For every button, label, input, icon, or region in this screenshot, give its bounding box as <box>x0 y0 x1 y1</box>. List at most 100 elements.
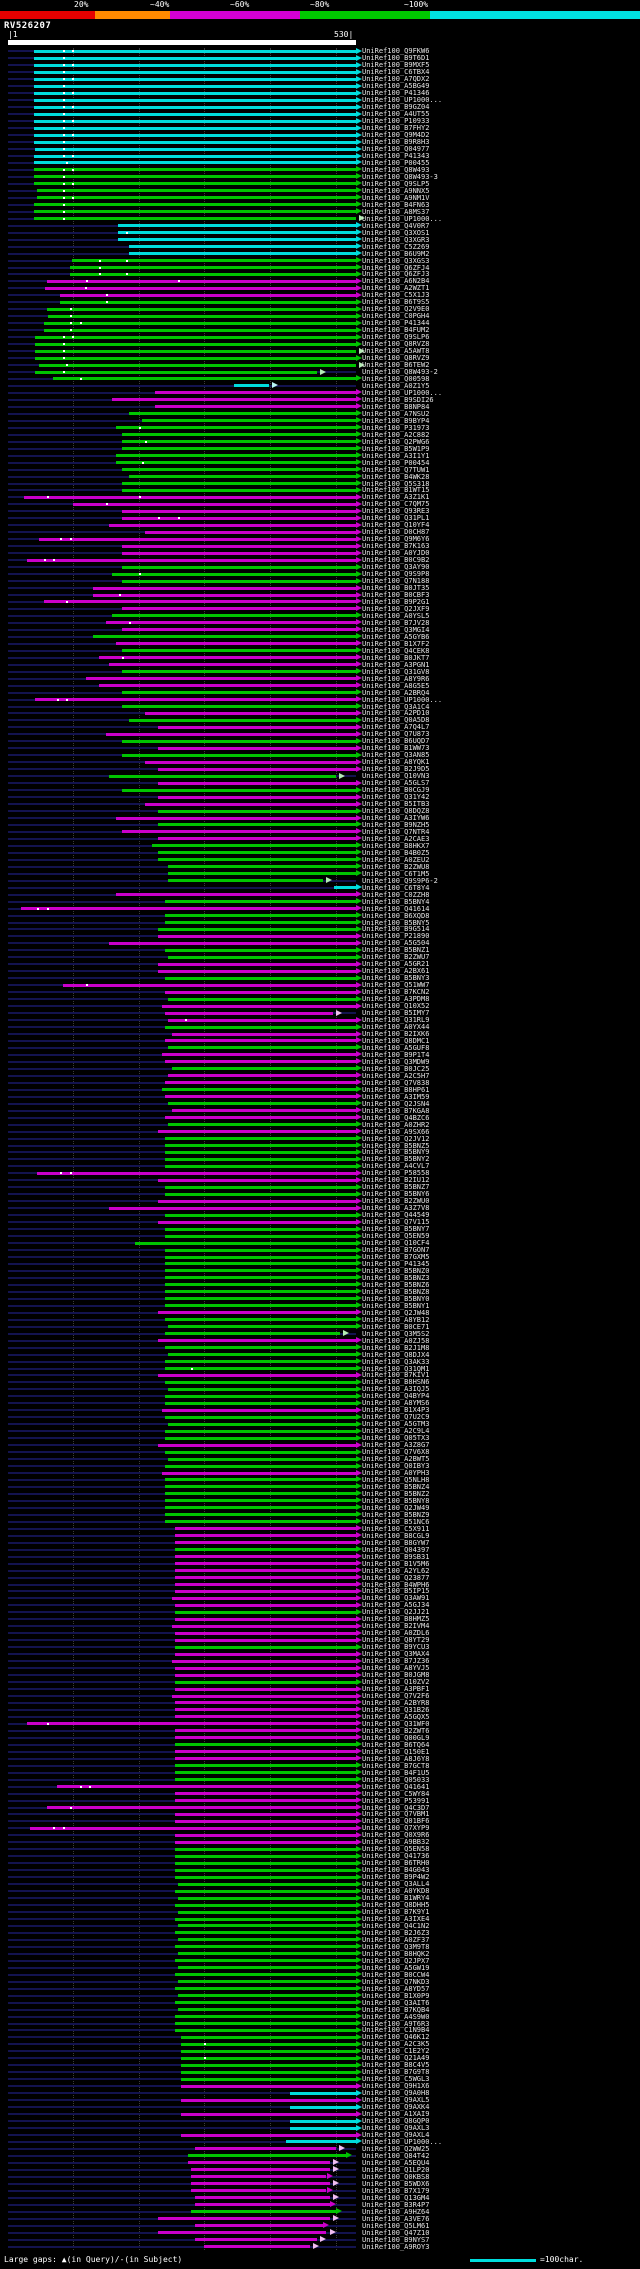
hit-label[interactable]: UniRef100_Q9M6Y6 <box>362 535 430 544</box>
hit-label[interactable]: UniRef100_Q6ZFJ4 <box>362 263 430 272</box>
hit-label[interactable]: UniRef100_Q10CF4 <box>362 1239 430 1248</box>
hit-label[interactable]: UniRef100_A2C882 <box>362 430 430 439</box>
hit-bar[interactable] <box>46 307 356 311</box>
hit-bar[interactable] <box>168 1123 356 1127</box>
hit-label[interactable]: UniRef100_A9BB32 <box>362 1838 430 1847</box>
hit-bar[interactable] <box>194 2147 337 2151</box>
hit-label[interactable]: UniRef100_Q3XGR3 <box>362 235 430 244</box>
hit-label[interactable]: UniRef100_Q3MGI4 <box>362 625 430 634</box>
hit-label[interactable]: UniRef100_Q5LM61 <box>362 2221 430 2230</box>
hit-label[interactable]: UniRef100_B9SB31 <box>362 1552 430 1561</box>
hit-bar[interactable] <box>168 872 356 876</box>
hit-bar[interactable] <box>174 1847 356 1851</box>
hit-bar[interactable] <box>122 544 356 548</box>
hit-bar[interactable] <box>27 558 356 562</box>
hit-bar[interactable] <box>174 1666 356 1670</box>
hit-bar[interactable] <box>174 1889 356 1893</box>
hit-bar[interactable] <box>158 1178 356 1182</box>
hit-label[interactable]: UniRef100_Q31QM1 <box>362 1364 430 1373</box>
hit-label[interactable]: UniRef100_A2WZT1 <box>362 284 430 293</box>
hit-bar[interactable] <box>99 656 356 660</box>
hit-label[interactable]: UniRef100_B0CBF3 <box>362 591 430 599</box>
hit-label[interactable]: UniRef100_P41344 <box>362 319 430 328</box>
hit-bar[interactable] <box>187 2154 347 2158</box>
hit-label[interactable]: UniRef100_B0CCW4 <box>362 1970 430 1979</box>
hit-bar[interactable] <box>122 670 356 674</box>
hit-bar[interactable] <box>168 1018 356 1022</box>
hit-bar[interactable] <box>174 1840 356 1844</box>
hit-bar[interactable] <box>174 1875 356 1879</box>
hit-label[interactable]: UniRef100_Q46K12 <box>362 2033 430 2042</box>
hit-label[interactable]: UniRef100_Q2JV12 <box>362 1134 430 1143</box>
hit-bar[interactable] <box>33 77 356 81</box>
hit-bar[interactable] <box>174 1638 356 1642</box>
hit-bar[interactable] <box>122 691 356 695</box>
hit-bar[interactable] <box>161 1408 356 1412</box>
hit-bar[interactable] <box>115 816 356 820</box>
hit-bar[interactable] <box>33 175 356 179</box>
hit-label[interactable]: UniRef100_A5BG49 <box>362 82 430 91</box>
hit-label[interactable]: UniRef100_Q8RVZ9 <box>362 354 430 363</box>
hit-bar[interactable] <box>174 1903 356 1907</box>
hit-label[interactable]: UniRef100_B9BYP4 <box>362 416 430 425</box>
hit-bar[interactable] <box>334 886 356 890</box>
hit-bar[interactable] <box>115 893 356 897</box>
hit-label[interactable]: UniRef100_B9GZ04 <box>362 103 430 112</box>
hit-bar[interactable] <box>112 572 356 576</box>
hit-bar[interactable] <box>155 405 356 409</box>
hit-bar[interactable] <box>174 1833 356 1837</box>
hit-label[interactable]: UniRef100_B0CGJ9 <box>362 786 430 795</box>
hit-bar[interactable] <box>178 1980 356 1984</box>
hit-label[interactable]: UniRef100_A5AWT8 <box>362 347 430 356</box>
hit-bar[interactable] <box>194 2224 324 2228</box>
hit-label[interactable]: UniRef100_Q31B26 <box>362 1705 430 1714</box>
hit-label[interactable]: UniRef100_B4WK28 <box>362 472 430 481</box>
hit-label[interactable]: UniRef100_Q84T42 <box>362 2151 430 2160</box>
hit-label[interactable]: UniRef100_UP1000... <box>362 96 443 105</box>
hit-bar[interactable] <box>38 537 356 541</box>
hit-label[interactable]: UniRef100_B1X4P3 <box>362 1406 430 1415</box>
hit-bar[interactable] <box>158 1199 356 1203</box>
hit-label[interactable]: UniRef100_Q93RE3 <box>362 507 430 516</box>
hit-label[interactable]: UniRef100_Q2PWG6 <box>362 437 430 446</box>
hit-bar[interactable] <box>164 1367 356 1370</box>
hit-label[interactable]: UniRef100_A0ZEU2 <box>362 855 430 864</box>
hit-label[interactable]: UniRef100_Q0IBY3 <box>362 1462 430 1471</box>
hit-bar[interactable] <box>181 2084 356 2088</box>
hit-label[interactable]: UniRef100_A9HZ64 <box>362 2207 430 2216</box>
hit-bar[interactable] <box>181 2049 356 2053</box>
hit-bar[interactable] <box>164 990 356 994</box>
hit-label[interactable]: UniRef100_C5X911 <box>362 1524 430 1533</box>
hit-bar[interactable] <box>164 1262 356 1266</box>
hit-bar[interactable] <box>164 1450 356 1454</box>
hit-bar[interactable] <box>145 760 356 764</box>
hit-bar[interactable] <box>164 1234 356 1238</box>
hit-bar[interactable] <box>33 91 356 95</box>
hit-bar[interactable] <box>86 677 356 681</box>
hit-label[interactable]: UniRef100_Q7NTR4 <box>362 827 430 836</box>
hit-bar[interactable] <box>168 1074 356 1078</box>
hit-bar[interactable] <box>164 948 356 952</box>
hit-label[interactable]: UniRef100_B5BNZ8 <box>362 1287 430 1296</box>
hit-label[interactable]: UniRef100_C0PGH4 <box>362 312 430 321</box>
hit-label[interactable]: UniRef100_B7G9T8 <box>362 2068 430 2077</box>
hit-bar[interactable] <box>115 454 356 458</box>
hit-label[interactable]: UniRef100_B9NYS7 <box>362 2235 430 2244</box>
hit-bar[interactable] <box>168 1046 356 1050</box>
hit-label[interactable]: UniRef100_B2ZWT6 <box>362 1726 430 1735</box>
hit-bar[interactable] <box>168 955 356 959</box>
hit-label[interactable]: UniRef100_Q1LP20 <box>362 2165 430 2174</box>
hit-bar[interactable] <box>46 1806 356 1809</box>
hit-bar[interactable] <box>45 286 356 290</box>
hit-label[interactable]: UniRef100_B2J1M8 <box>362 1343 430 1352</box>
hit-bar[interactable] <box>122 753 356 757</box>
hit-bar[interactable] <box>187 2161 330 2165</box>
hit-bar[interactable] <box>289 2105 356 2109</box>
hit-label[interactable]: UniRef100_Q2JW48 <box>362 1308 430 1317</box>
hit-bar[interactable] <box>178 1966 356 1970</box>
hit-bar[interactable] <box>59 300 356 304</box>
hit-bar[interactable] <box>164 1380 356 1384</box>
hit-bar[interactable] <box>122 788 356 792</box>
hit-bar[interactable] <box>161 1053 356 1057</box>
hit-label[interactable]: UniRef100_A5GJ34 <box>362 1601 430 1610</box>
